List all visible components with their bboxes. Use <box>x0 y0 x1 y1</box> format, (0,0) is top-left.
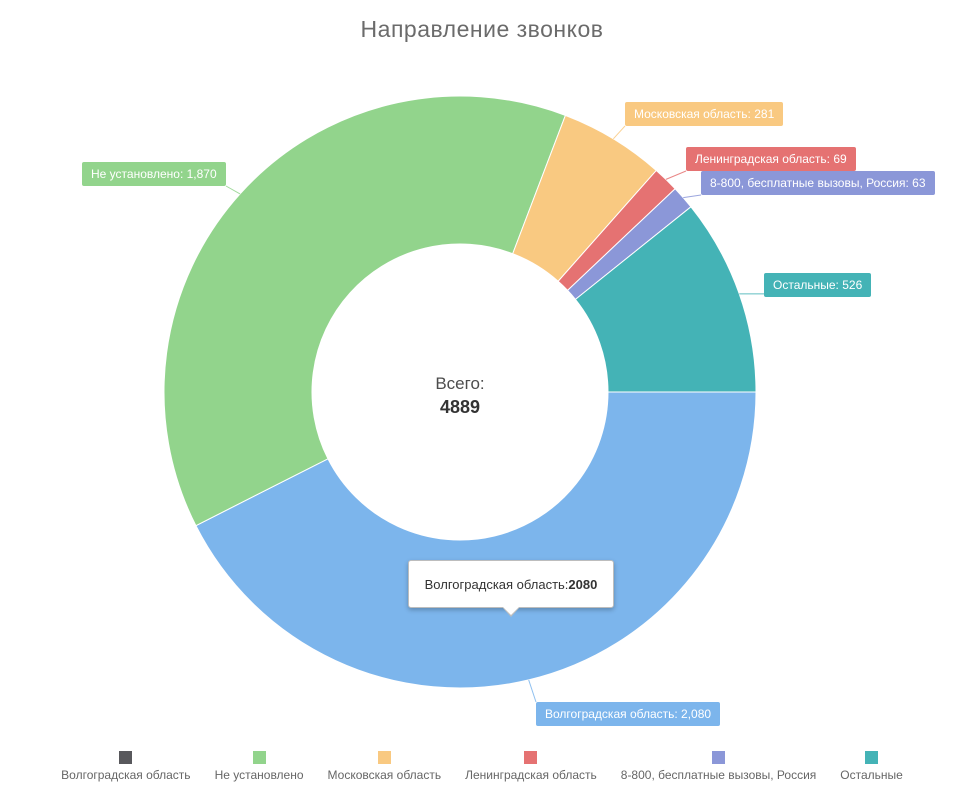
tooltip-value: 2080 <box>568 576 598 592</box>
chart-title: Направление звонков <box>360 16 604 42</box>
legend-item-volgograd-region[interactable]: Волгоградская область <box>61 751 191 782</box>
legend: Волгоградская область Не установлено Мос… <box>0 751 964 782</box>
callout-volgograd-region: Волгоградская область: 2,080 <box>536 702 721 726</box>
legend-marker-icon <box>524 751 538 764</box>
callout-moscow-region: Московская область: 281 <box>625 102 784 126</box>
callout-connector-not-identified <box>225 185 241 195</box>
callout-connector-volgograd-region <box>528 679 537 703</box>
legend-marker-icon <box>252 751 266 764</box>
legend-marker-icon <box>377 751 391 764</box>
tooltip: Волгоградская область: 2080 <box>408 560 614 617</box>
center-total-label: Всего: <box>435 374 485 393</box>
callout-others: Остальные: 526 <box>764 273 872 297</box>
legend-item-leningrad-region[interactable]: Ленинградская область <box>465 751 597 782</box>
callout-leningrad-region: Ленинградская область: 69 <box>686 147 856 171</box>
callout-not-identified: Не установлено: 1,870 <box>82 162 226 186</box>
legend-item-others[interactable]: Остальные <box>840 751 903 782</box>
legend-marker-icon <box>119 751 133 764</box>
center-total-value: 4889 <box>439 397 481 417</box>
legend-marker-icon <box>865 751 879 764</box>
center-total: Всего: 4889 <box>310 374 610 418</box>
pie-slice-volgograd-region[interactable] <box>195 391 757 689</box>
legend-item-8800-tollfree-russia[interactable]: 8-800, бесплатные вызовы, Россия <box>621 751 816 782</box>
callout-connector-8800-tollfree-russia <box>683 194 702 199</box>
callout-connector-leningrad-region <box>665 170 687 180</box>
legend-item-not-identified[interactable]: Не установлено <box>215 751 304 782</box>
tooltip-label: Волгоградская область: <box>424 576 569 592</box>
legend-marker-icon <box>712 751 726 764</box>
callout-connector-moscow-region <box>612 125 626 140</box>
legend-item-moscow-region[interactable]: Московская область <box>328 751 441 782</box>
callout-8800-tollfree-russia: 8-800, бесплатные вызовы, Россия: 63 <box>701 171 935 195</box>
pie-slice-others[interactable] <box>574 206 757 393</box>
pie-slice-not-identified[interactable] <box>163 95 567 527</box>
